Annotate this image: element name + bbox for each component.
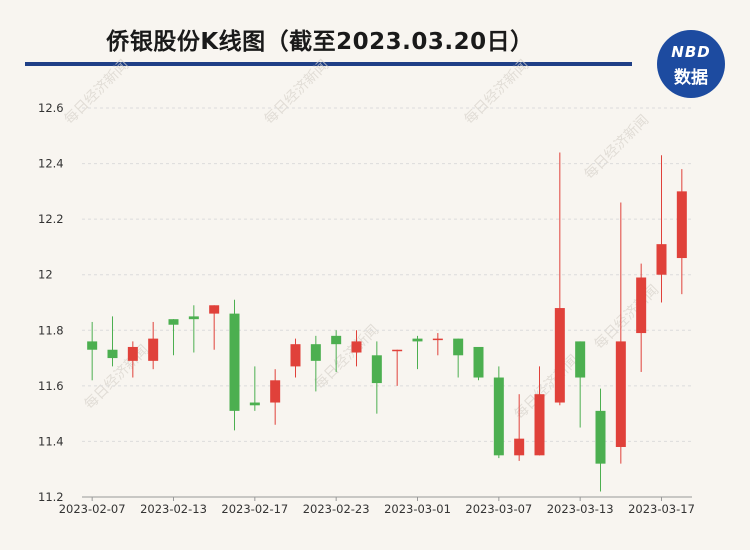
x-tick-label: 2023-03-01 — [384, 502, 451, 516]
logo-text-nbd: NBD — [671, 43, 711, 61]
candle-body — [453, 338, 464, 356]
candle-body — [229, 313, 240, 411]
y-tick-label: 11.4 — [38, 434, 64, 448]
candle-body — [148, 338, 159, 361]
watermark: 每日经济新闻 — [62, 57, 133, 128]
x-tick-label: 2023-03-17 — [628, 502, 695, 516]
candle-body — [290, 344, 301, 367]
candle-body — [534, 394, 545, 456]
candle-body — [310, 344, 321, 361]
watermark: 每日经济新闻 — [262, 57, 333, 128]
x-tick-label: 2023-03-13 — [547, 502, 614, 516]
candle-body — [412, 338, 423, 342]
y-tick-label: 11.2 — [38, 490, 64, 504]
y-tick-label: 11.6 — [38, 379, 64, 393]
y-tick-label: 12.4 — [38, 157, 64, 171]
candle-body — [432, 338, 443, 341]
candle-body — [473, 346, 484, 378]
nbd-logo: NBD 数据 — [657, 30, 725, 98]
candle-body — [514, 438, 525, 456]
candle-body — [392, 349, 403, 352]
candle-body — [351, 341, 362, 353]
candle-body — [188, 316, 199, 320]
candle-body — [107, 349, 118, 359]
candle-body — [554, 308, 565, 403]
candle-body — [168, 319, 179, 325]
candle-body — [493, 377, 504, 456]
candle-body — [270, 380, 281, 403]
candle-body — [249, 402, 260, 406]
candle-body — [636, 277, 647, 334]
watermark: 每日经济新闻 — [592, 282, 663, 353]
chart-title: 侨银股份K线图（截至2023.03.20日） — [106, 29, 534, 55]
y-tick-label: 12.2 — [38, 212, 64, 226]
candle-body — [575, 341, 586, 378]
watermark: 每日经济新闻 — [582, 112, 653, 183]
candle-body — [209, 305, 220, 314]
candle-body — [371, 355, 382, 384]
logo-text-data: 数据 — [674, 68, 708, 88]
candle-body — [595, 410, 606, 464]
candle-body — [127, 346, 138, 361]
watermark: 每日经济新闻 — [512, 352, 583, 423]
y-tick-label: 12.6 — [38, 101, 64, 115]
candle-body — [331, 335, 342, 345]
x-tick-label: 2023-02-13 — [140, 502, 207, 516]
x-tick-label: 2023-02-07 — [59, 502, 126, 516]
watermark: 每日经济新闻 — [312, 322, 383, 393]
watermark: 每日经济新闻 — [462, 57, 533, 128]
y-tick-label: 11.8 — [38, 323, 64, 337]
candle-body — [615, 341, 626, 447]
x-tick-label: 2023-03-07 — [465, 502, 532, 516]
y-tick-label: 12 — [38, 268, 53, 282]
candle-body — [676, 191, 687, 259]
x-tick-label: 2023-02-17 — [221, 502, 288, 516]
candle-body — [87, 341, 98, 350]
x-tick-label: 2023-02-23 — [303, 502, 370, 516]
candle-body — [656, 244, 667, 275]
title-divider — [25, 62, 632, 66]
